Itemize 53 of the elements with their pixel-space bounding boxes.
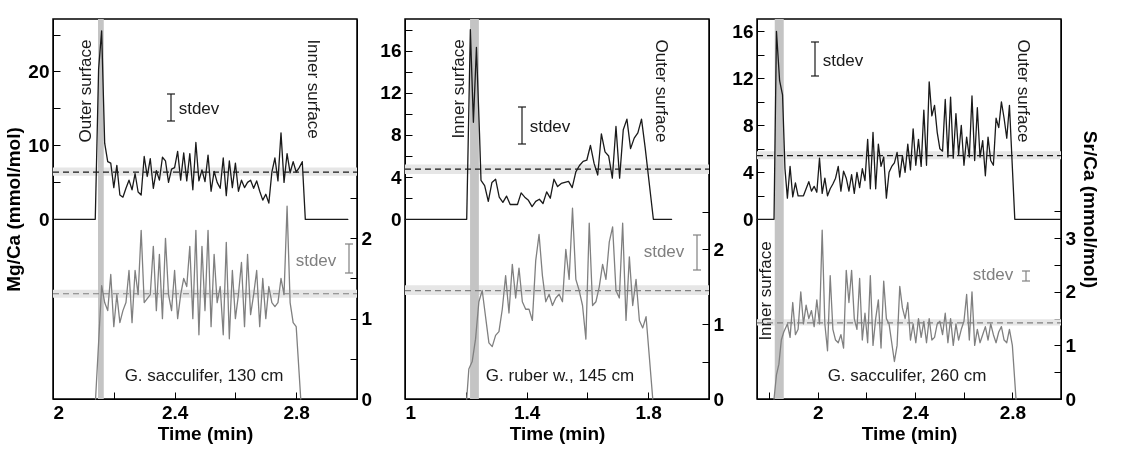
annotation: Outer surface [1014, 39, 1033, 143]
y-tick-label: 0 [390, 208, 402, 230]
annotation: stdev [822, 51, 864, 70]
y-tick-label: 16 [732, 20, 754, 42]
x-tick-label: 2 [813, 401, 824, 423]
x-axis-title: Time (min) [861, 422, 958, 444]
annotation: Inner surface [304, 39, 323, 139]
y2-tick-label: 1 [713, 313, 725, 335]
y-tick-label: 12 [380, 82, 402, 104]
annotation: Inner surface [756, 241, 775, 341]
y2-tick-label: 1 [1065, 334, 1077, 356]
y-tick-label: 0 [38, 208, 50, 230]
annotation: Outer surface [76, 39, 95, 143]
y-tick-label: 12 [732, 67, 754, 89]
x-tick-label: 2.8 [283, 401, 310, 423]
annotation: stdev [178, 99, 220, 118]
y-axis-title: Mg/Ca (mmol/mol) [3, 127, 25, 292]
x-tick-label: 2.8 [999, 401, 1027, 423]
annotation: Outer surface [652, 39, 671, 143]
y2-tick-label: 0 [1065, 388, 1077, 410]
x-tick-label: 2.4 [161, 401, 189, 423]
x-tick-label: 1.4 [513, 401, 541, 423]
x-tick-label: 1.8 [635, 401, 662, 423]
annotation: stdev [529, 117, 571, 136]
x-tick-label: 1 [405, 401, 417, 423]
y-tick-label: 4 [390, 166, 402, 188]
y-tick-label: 20 [28, 60, 50, 82]
y2-axis-title: Sr/Ca (mmol/mol) [1080, 130, 1102, 289]
y2-tick-label: 1 [361, 308, 373, 330]
x-tick-label: 2.4 [902, 401, 930, 423]
y2-tick-label: 2 [361, 227, 373, 249]
annotation: stdev [295, 251, 337, 270]
y2-tick-label: 2 [713, 238, 725, 260]
y-tick-label: 16 [380, 40, 402, 62]
y-tick-label: 8 [390, 124, 402, 146]
x-axis-title: Time (min) [509, 422, 606, 444]
y2-tick-label: 2 [1065, 281, 1077, 303]
y2-tick-label: 3 [1065, 227, 1077, 249]
annotation: G. sacculifer, 260 cm [827, 366, 987, 385]
x-tick-label: 2 [53, 401, 65, 423]
annotation: stdev [972, 265, 1014, 284]
annotation: Inner surface [449, 39, 468, 139]
annotation: stdev [643, 242, 685, 261]
annotation: G. ruber w., 145 cm [485, 366, 635, 385]
y-tick-label: 0 [742, 208, 754, 230]
annotation: G. sacculifer, 130 cm [124, 366, 284, 385]
x-axis-title: Time (min) [157, 422, 254, 444]
y2-tick-label: 0 [361, 388, 373, 410]
y-tick-label: 10 [28, 134, 50, 156]
y2-tick-label: 0 [713, 388, 725, 410]
line-series [756, 30, 1062, 220]
y-tick-label: 4 [742, 161, 754, 183]
y-tick-label: 8 [742, 114, 754, 136]
